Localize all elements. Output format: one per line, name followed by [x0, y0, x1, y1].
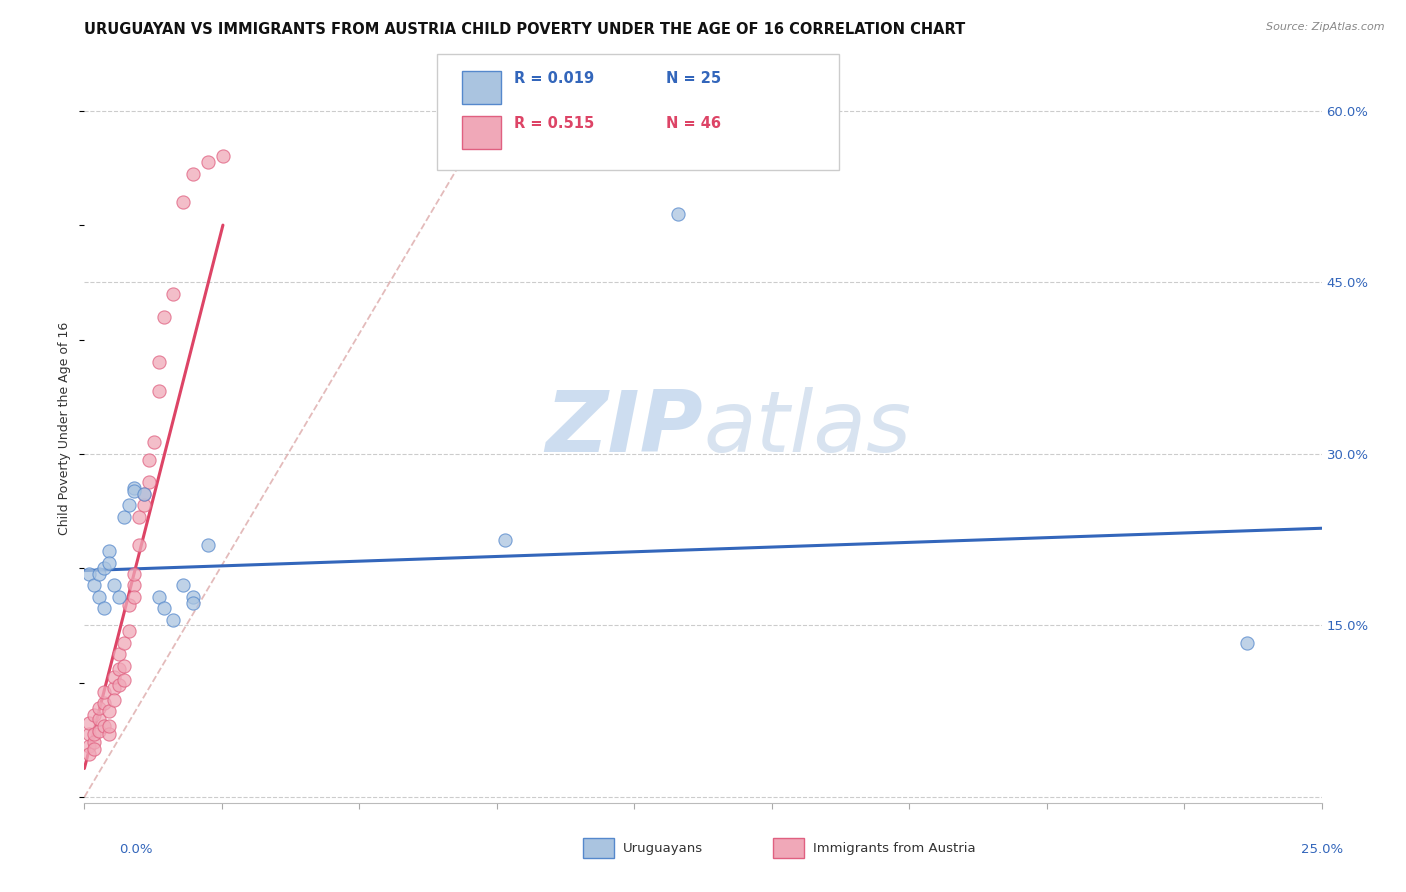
Point: [152, 601, 174, 615]
Text: Source: ZipAtlas.com: Source: ZipAtlas.com: [1267, 22, 1385, 32]
Text: R = 0.515: R = 0.515: [513, 116, 593, 131]
Text: Uruguayans: Uruguayans: [623, 842, 703, 855]
Point: [89, 701, 111, 715]
Text: 25.0%: 25.0%: [1301, 843, 1343, 856]
Point: [118, 598, 141, 612]
Y-axis label: Child Poverty Under the Age of 16: Child Poverty Under the Age of 16: [58, 321, 72, 535]
Point: [93, 696, 115, 710]
Point: [142, 435, 165, 450]
Text: 0.0%: 0.0%: [120, 843, 153, 856]
Point: [172, 578, 194, 592]
Point: [112, 509, 135, 524]
Point: [118, 624, 141, 639]
Point: [108, 590, 131, 604]
Point: [98, 544, 121, 558]
Bar: [461, 70, 502, 103]
Point: [148, 590, 170, 604]
Point: [98, 556, 121, 570]
Point: [89, 723, 111, 738]
Text: Immigrants from Austria: Immigrants from Austria: [813, 842, 976, 855]
Point: [197, 155, 219, 169]
Point: [122, 590, 145, 604]
Point: [162, 286, 184, 301]
Point: [122, 578, 145, 592]
Point: [89, 590, 111, 604]
Point: [162, 613, 184, 627]
Point: [1236, 635, 1258, 649]
Point: [89, 712, 111, 726]
Point: [148, 355, 170, 369]
Point: [148, 384, 170, 398]
Point: [112, 658, 135, 673]
Point: [83, 707, 105, 722]
Point: [98, 719, 121, 733]
Point: [128, 509, 150, 524]
Point: [79, 715, 101, 730]
Point: [79, 567, 101, 582]
Point: [83, 578, 105, 592]
Point: [108, 647, 131, 661]
Point: [79, 747, 101, 761]
Point: [79, 727, 101, 741]
Point: [118, 499, 141, 513]
Point: [181, 596, 204, 610]
Point: [152, 310, 174, 324]
Point: [132, 499, 155, 513]
Point: [103, 578, 125, 592]
Point: [138, 452, 160, 467]
Point: [122, 481, 145, 495]
Point: [172, 195, 194, 210]
Point: [132, 487, 155, 501]
Point: [103, 670, 125, 684]
Point: [181, 167, 204, 181]
Point: [132, 487, 155, 501]
Point: [83, 742, 105, 756]
Point: [197, 538, 219, 552]
Point: [103, 693, 125, 707]
Point: [89, 567, 111, 582]
Point: [83, 735, 105, 749]
Text: N = 46: N = 46: [666, 116, 721, 131]
Point: [98, 704, 121, 718]
Text: ZIP: ZIP: [546, 386, 703, 470]
Point: [83, 727, 105, 741]
Point: [93, 561, 115, 575]
FancyBboxPatch shape: [437, 54, 839, 169]
Point: [98, 727, 121, 741]
Point: [122, 483, 145, 498]
Text: R = 0.019: R = 0.019: [513, 70, 593, 86]
Point: [79, 739, 101, 753]
Point: [112, 635, 135, 649]
Point: [128, 538, 150, 552]
Text: N = 25: N = 25: [666, 70, 721, 86]
Point: [666, 207, 689, 221]
Bar: [461, 116, 502, 149]
Point: [108, 678, 131, 692]
Text: atlas: atlas: [703, 386, 911, 470]
Point: [494, 533, 516, 547]
Point: [93, 719, 115, 733]
Text: URUGUAYAN VS IMMIGRANTS FROM AUSTRIA CHILD POVERTY UNDER THE AGE OF 16 CORRELATI: URUGUAYAN VS IMMIGRANTS FROM AUSTRIA CHI…: [84, 22, 966, 37]
Point: [181, 590, 204, 604]
Point: [138, 475, 160, 490]
Point: [93, 685, 115, 699]
Point: [108, 662, 131, 676]
Point: [112, 673, 135, 688]
Point: [103, 681, 125, 696]
Point: [122, 567, 145, 582]
Point: [93, 601, 115, 615]
Point: [212, 149, 235, 163]
